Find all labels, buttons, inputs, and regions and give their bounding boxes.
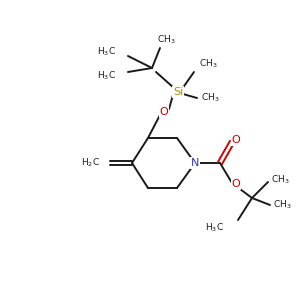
- Text: CH$_3$: CH$_3$: [157, 34, 175, 46]
- Text: CH$_3$: CH$_3$: [199, 58, 217, 70]
- Text: O: O: [160, 107, 168, 117]
- Text: CH$_3$: CH$_3$: [273, 199, 291, 211]
- Text: H$_3$C: H$_3$C: [205, 222, 224, 234]
- Text: H$_3$C: H$_3$C: [97, 70, 116, 82]
- Text: N: N: [191, 158, 199, 168]
- Text: Si: Si: [173, 87, 183, 97]
- Text: CH$_3$: CH$_3$: [271, 174, 289, 186]
- Text: CH$_3$: CH$_3$: [201, 92, 219, 104]
- Text: O: O: [232, 179, 240, 189]
- Text: H$_3$C: H$_3$C: [97, 46, 116, 58]
- Text: O: O: [232, 135, 240, 145]
- Text: H$_2$C: H$_2$C: [81, 157, 100, 169]
